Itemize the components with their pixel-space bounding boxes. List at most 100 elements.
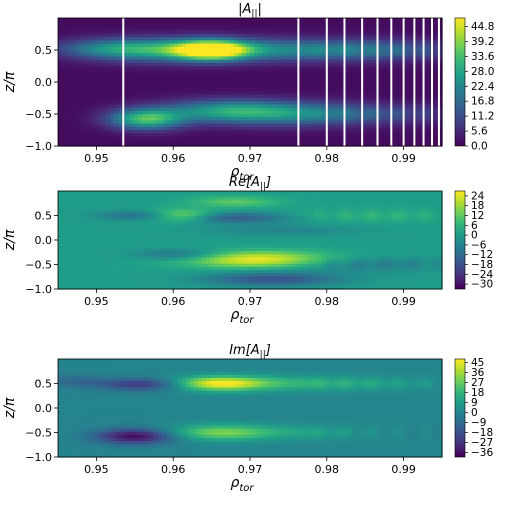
heatmap-cell — [378, 203, 383, 208]
heatmap-cell — [210, 130, 215, 134]
heatmap-cell — [234, 139, 239, 144]
heatmap-cell — [358, 101, 363, 105]
heatmap-cell — [162, 18, 167, 22]
heatmap-cell — [138, 133, 143, 137]
heatmap-cell — [326, 40, 331, 45]
heatmap-cell — [254, 197, 259, 202]
heatmap-cell — [258, 216, 263, 221]
heatmap-cell — [238, 191, 243, 195]
heatmap-cell — [426, 133, 431, 137]
heatmap-cell — [186, 53, 191, 57]
heatmap-cell — [378, 27, 383, 32]
heatmap-cell — [246, 43, 251, 48]
heatmap-cell — [278, 194, 283, 198]
heatmap-cell — [170, 98, 175, 102]
heatmap-cell — [138, 50, 143, 54]
heatmap-cell — [314, 191, 319, 195]
heatmap-cell — [338, 219, 343, 224]
heatmap-cell — [358, 120, 363, 125]
heatmap-cell — [226, 88, 231, 93]
heatmap-cell — [234, 98, 239, 102]
heatmap-cell — [82, 30, 87, 35]
heatmap-cell — [78, 126, 83, 131]
heatmap-cell — [90, 34, 95, 38]
heatmap-cell — [142, 98, 147, 102]
heatmap-cell — [266, 75, 271, 80]
heatmap-cell — [438, 203, 443, 208]
heatmap-cell — [106, 206, 111, 211]
heatmap-cell — [242, 98, 247, 102]
heatmap-cell — [138, 72, 143, 77]
heatmap-cell — [242, 139, 247, 144]
heatmap-cell — [254, 123, 259, 128]
heatmap-cell — [366, 139, 371, 144]
heatmap-cell — [78, 120, 83, 125]
heatmap-cell — [254, 209, 259, 214]
heatmap-cell — [306, 120, 311, 125]
heatmap-cell — [350, 85, 355, 89]
heatmap-cell — [126, 194, 131, 198]
heatmap-cell — [154, 117, 159, 121]
heatmap-cell — [346, 197, 351, 202]
heatmap-cell — [142, 117, 147, 121]
heatmap-cell — [122, 133, 127, 137]
heatmap-cell — [282, 46, 287, 51]
heatmap-cell — [170, 197, 175, 202]
heatmap-cell — [230, 59, 235, 64]
heatmap-cell — [330, 85, 335, 89]
heatmap-cell — [330, 203, 335, 208]
heatmap-cell — [190, 85, 195, 89]
heatmap-cell — [250, 209, 255, 214]
x-axis-label: ρtor — [230, 164, 254, 183]
heatmap-cell — [434, 18, 439, 22]
heatmap-cell — [134, 66, 139, 70]
heatmap-cell — [290, 191, 295, 195]
heatmap-cell — [58, 123, 63, 128]
heatmap-cell — [94, 209, 99, 214]
heatmap-cell — [198, 85, 203, 89]
heatmap-cell — [366, 126, 371, 131]
heatmap-cell — [82, 62, 87, 67]
heatmap-cell — [334, 216, 339, 221]
heatmap-cell — [190, 117, 195, 121]
heatmap-cell — [66, 85, 71, 89]
heatmap-cell — [154, 110, 159, 115]
heatmap-cell — [110, 139, 115, 144]
heatmap-cell — [310, 200, 315, 205]
heatmap-cell — [286, 114, 291, 118]
heatmap-cell — [318, 82, 323, 86]
heatmap-cell — [418, 27, 423, 32]
heatmap-cell — [426, 56, 431, 61]
heatmap-cell — [98, 27, 103, 32]
heatmap-cell — [102, 213, 107, 217]
heatmap-cell — [438, 104, 443, 109]
heatmap-cell — [114, 136, 119, 141]
heatmap-cell — [382, 94, 387, 99]
heatmap-cell — [98, 75, 103, 80]
heatmap-cell — [118, 21, 123, 25]
heatmap-cell — [306, 69, 311, 73]
heatmap-cell — [406, 21, 411, 25]
heatmap-cell — [238, 53, 243, 57]
heatmap-cell — [262, 46, 267, 51]
heatmap-cell — [118, 136, 123, 141]
heatmap-cell — [314, 203, 319, 208]
heatmap-cell — [58, 130, 63, 134]
heatmap-cell — [90, 126, 95, 131]
heatmap-cell — [158, 85, 163, 89]
heatmap-cell — [170, 82, 175, 86]
heatmap-cell — [362, 46, 367, 51]
heatmap-cell — [86, 34, 91, 38]
heatmap-cell — [182, 69, 187, 73]
heatmap-cell — [74, 142, 79, 147]
heatmap-cell — [350, 72, 355, 77]
heatmap-cell — [398, 82, 403, 86]
heatmap-cell — [158, 142, 163, 147]
heatmap-cell — [190, 24, 195, 29]
heatmap-cell — [262, 56, 267, 61]
heatmap-cell — [270, 142, 275, 147]
heatmap-cell — [322, 66, 327, 70]
heatmap-cell — [354, 110, 359, 115]
heatmap-cell — [242, 107, 247, 112]
heatmap-cell — [354, 216, 359, 221]
